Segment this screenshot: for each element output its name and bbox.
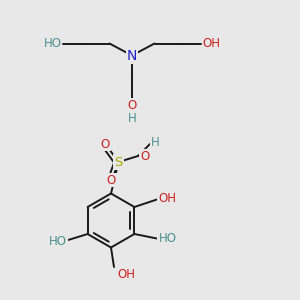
Text: HO: HO xyxy=(49,235,67,248)
Text: HO: HO xyxy=(44,37,62,50)
Text: OH: OH xyxy=(158,192,176,206)
Text: H: H xyxy=(151,136,160,149)
Text: OH: OH xyxy=(202,37,220,50)
Text: N: N xyxy=(127,49,137,62)
Text: O: O xyxy=(128,99,136,112)
Text: HO: HO xyxy=(158,232,176,245)
Text: O: O xyxy=(100,137,109,151)
Text: S: S xyxy=(114,155,123,169)
Text: H: H xyxy=(128,112,136,125)
Text: O: O xyxy=(106,173,116,187)
Text: OH: OH xyxy=(118,268,136,281)
Text: O: O xyxy=(140,149,150,163)
